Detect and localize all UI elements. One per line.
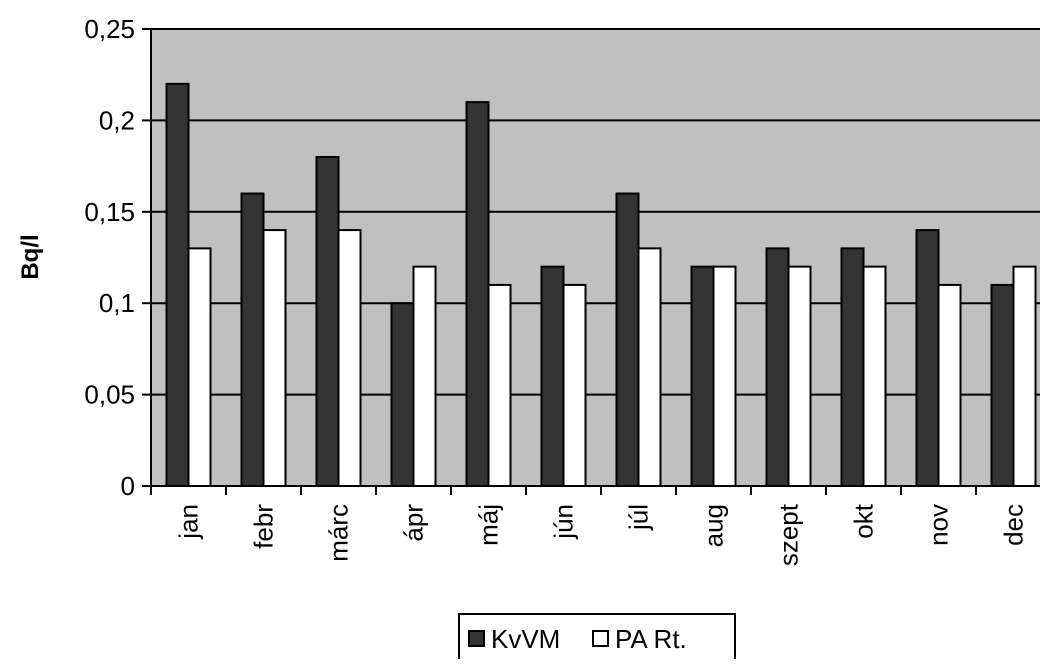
y-tick-label: 0 <box>121 471 135 501</box>
bar-pa-rt-4 <box>487 283 512 488</box>
bar-kvvm-5 <box>540 265 565 488</box>
bar-kvvm-2 <box>315 155 340 488</box>
bar-kvvm-10 <box>915 229 940 487</box>
x-tick-label: jún <box>549 504 579 540</box>
y-tick-label: 0,1 <box>99 288 135 318</box>
legend-swatch-kvvm <box>468 630 485 647</box>
bar-kvvm-3 <box>390 302 415 488</box>
bar-pa-rt-5 <box>562 283 587 488</box>
bar-pa-rt-9 <box>862 265 887 488</box>
bar-pa-rt-6 <box>637 247 662 487</box>
bar-pa-rt-8 <box>787 265 812 488</box>
x-tick-label: febr <box>249 504 279 549</box>
y-axis-title: Bq/l <box>17 234 44 279</box>
bar-kvvm-11 <box>990 283 1015 488</box>
legend-label-kvvm: KvVM <box>491 624 560 654</box>
x-tick-label: márc <box>324 504 354 562</box>
plot-area <box>150 28 1040 487</box>
bar-pa-rt-2 <box>337 229 362 487</box>
bar-pa-rt-0 <box>187 247 212 487</box>
x-tick-label: máj <box>474 504 504 546</box>
x-tick-label: ápr <box>399 504 429 542</box>
legend-swatch-pa-rt <box>592 630 609 647</box>
bar-pa-rt-10 <box>937 283 962 488</box>
bar-kvvm-9 <box>840 247 865 487</box>
x-tick-label: okt <box>849 503 879 538</box>
bar-kvvm-4 <box>465 101 490 488</box>
x-tick-label: júl <box>624 504 654 531</box>
bar-kvvm-8 <box>765 247 790 487</box>
y-tick-label: 0,25 <box>84 14 135 44</box>
x-axis: jan febr márc ápr máj jún júl aug szept okt nov dec <box>150 486 1029 566</box>
bars <box>165 82 1037 488</box>
gridlines <box>151 119 1040 396</box>
bar-pa-rt-11 <box>1012 265 1037 488</box>
bar-kvvm-7 <box>690 265 715 488</box>
legend-label-pa-rt: PA Rt. <box>615 624 687 654</box>
bar-pa-rt-1 <box>262 229 287 487</box>
bar-kvvm-0 <box>165 82 190 487</box>
x-tick-label: nov <box>924 504 954 546</box>
x-tick-label: aug <box>699 504 729 547</box>
bar-pa-rt-7 <box>712 265 737 488</box>
y-tick-label: 0,2 <box>99 105 135 135</box>
bar-kvvm-1 <box>240 192 265 488</box>
bar-kvvm-6 <box>615 192 640 488</box>
y-axis: 0 0,05 0,1 0,15 0,2 0,25 <box>84 14 151 501</box>
bar-pa-rt-3 <box>412 265 437 488</box>
x-tick-label: szept <box>774 503 804 566</box>
x-tick-label: jan <box>174 504 204 540</box>
x-tick-label: dec <box>999 504 1029 546</box>
y-tick-label: 0,05 <box>84 380 135 410</box>
legend: KvVM PA Rt. <box>458 613 736 663</box>
y-tick-label: 0,15 <box>84 197 135 227</box>
